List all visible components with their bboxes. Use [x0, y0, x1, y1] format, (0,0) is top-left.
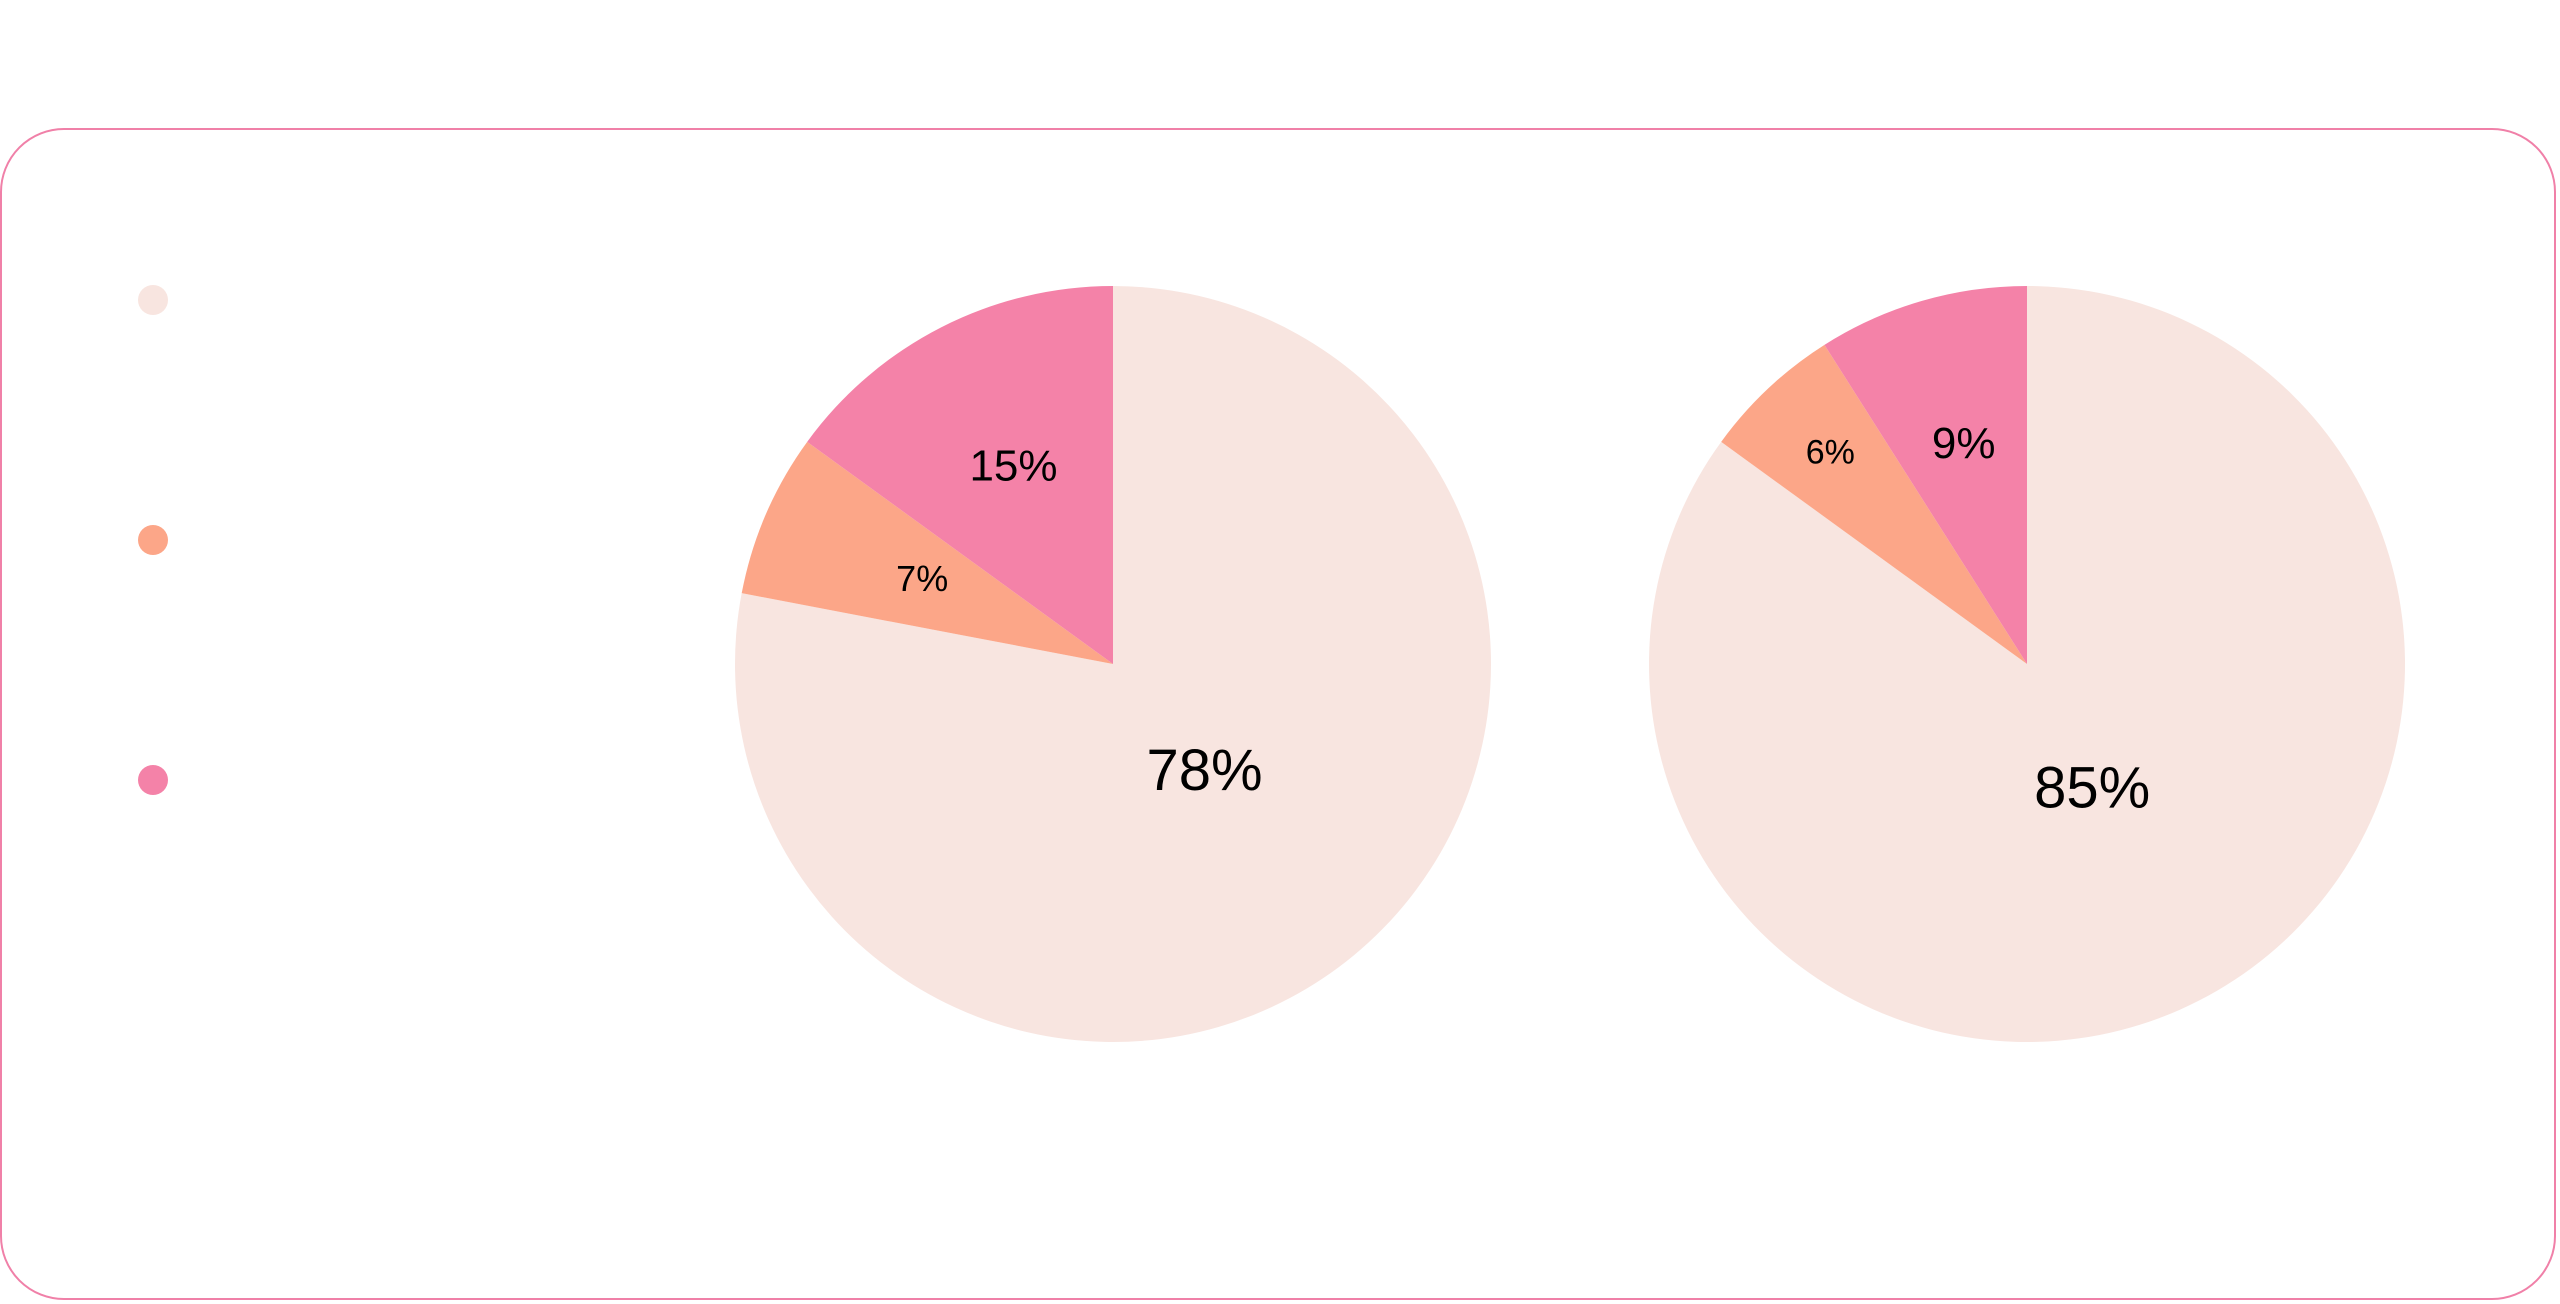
pie-2-slice-2-label: 6% — [1806, 434, 1855, 472]
pie-1-slice-2 — [741, 441, 1113, 664]
legend-item-1 — [138, 284, 192, 316]
pie-2-slice-3 — [1824, 286, 2027, 664]
pie-1-slice-1-label: 78% — [1147, 738, 1263, 803]
pie-2-slice-1 — [1649, 286, 2406, 1042]
pie-2-slice-3-label: 9% — [1932, 419, 1996, 468]
legend-swatch-3 — [138, 765, 168, 795]
pie-1-slice-2-label: 7% — [896, 558, 948, 599]
pie-1-slice-1 — [735, 286, 1492, 1042]
legend-item-2 — [138, 524, 192, 556]
pie-1-slice-3 — [807, 286, 1113, 664]
legend-item-3 — [138, 764, 192, 796]
legend-swatch-2 — [138, 525, 168, 555]
pie-2-slice-2 — [1721, 344, 2027, 664]
pie-2-slice-1-label: 85% — [2034, 755, 2150, 820]
pie-1-slice-3-label: 15% — [969, 441, 1057, 490]
legend-swatch-1 — [138, 285, 168, 315]
